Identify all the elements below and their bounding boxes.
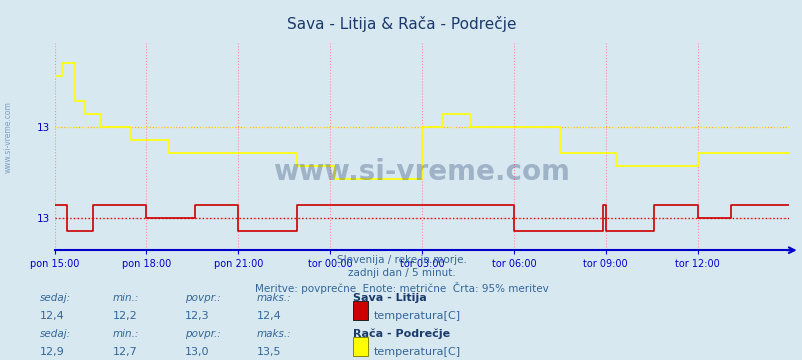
Text: povpr.:: povpr.: xyxy=(184,329,221,339)
Text: 13,0: 13,0 xyxy=(184,347,209,357)
Text: temperatura[C]: temperatura[C] xyxy=(374,347,460,357)
Text: 12,2: 12,2 xyxy=(112,311,137,321)
Text: zadnji dan / 5 minut.: zadnji dan / 5 minut. xyxy=(347,268,455,278)
Text: Slovenija / reke in morje.: Slovenija / reke in morje. xyxy=(336,255,466,265)
Text: sedaj:: sedaj: xyxy=(40,329,71,339)
Text: 12,3: 12,3 xyxy=(184,311,209,321)
Text: 12,4: 12,4 xyxy=(40,311,65,321)
Text: 12,7: 12,7 xyxy=(112,347,137,357)
Text: 12,9: 12,9 xyxy=(40,347,65,357)
Text: min.:: min.: xyxy=(112,329,139,339)
Text: maks.:: maks.: xyxy=(257,293,291,303)
Text: Meritve: povprečne  Enote: metrične  Črta: 95% meritev: Meritve: povprečne Enote: metrične Črta:… xyxy=(254,282,548,293)
Text: sedaj:: sedaj: xyxy=(40,293,71,303)
Text: 13,5: 13,5 xyxy=(257,347,282,357)
Text: Sava - Litija & Rača - Podrečje: Sava - Litija & Rača - Podrečje xyxy=(286,16,516,32)
Text: www.si-vreme.com: www.si-vreme.com xyxy=(3,101,13,173)
Text: povpr.:: povpr.: xyxy=(184,293,221,303)
Text: 12,4: 12,4 xyxy=(257,311,282,321)
Text: temperatura[C]: temperatura[C] xyxy=(374,311,460,321)
Text: Sava - Litija: Sava - Litija xyxy=(353,293,427,303)
Text: maks.:: maks.: xyxy=(257,329,291,339)
Text: min.:: min.: xyxy=(112,293,139,303)
Text: www.si-vreme.com: www.si-vreme.com xyxy=(273,158,569,185)
Text: Rača - Podrečje: Rača - Podrečje xyxy=(353,328,450,339)
